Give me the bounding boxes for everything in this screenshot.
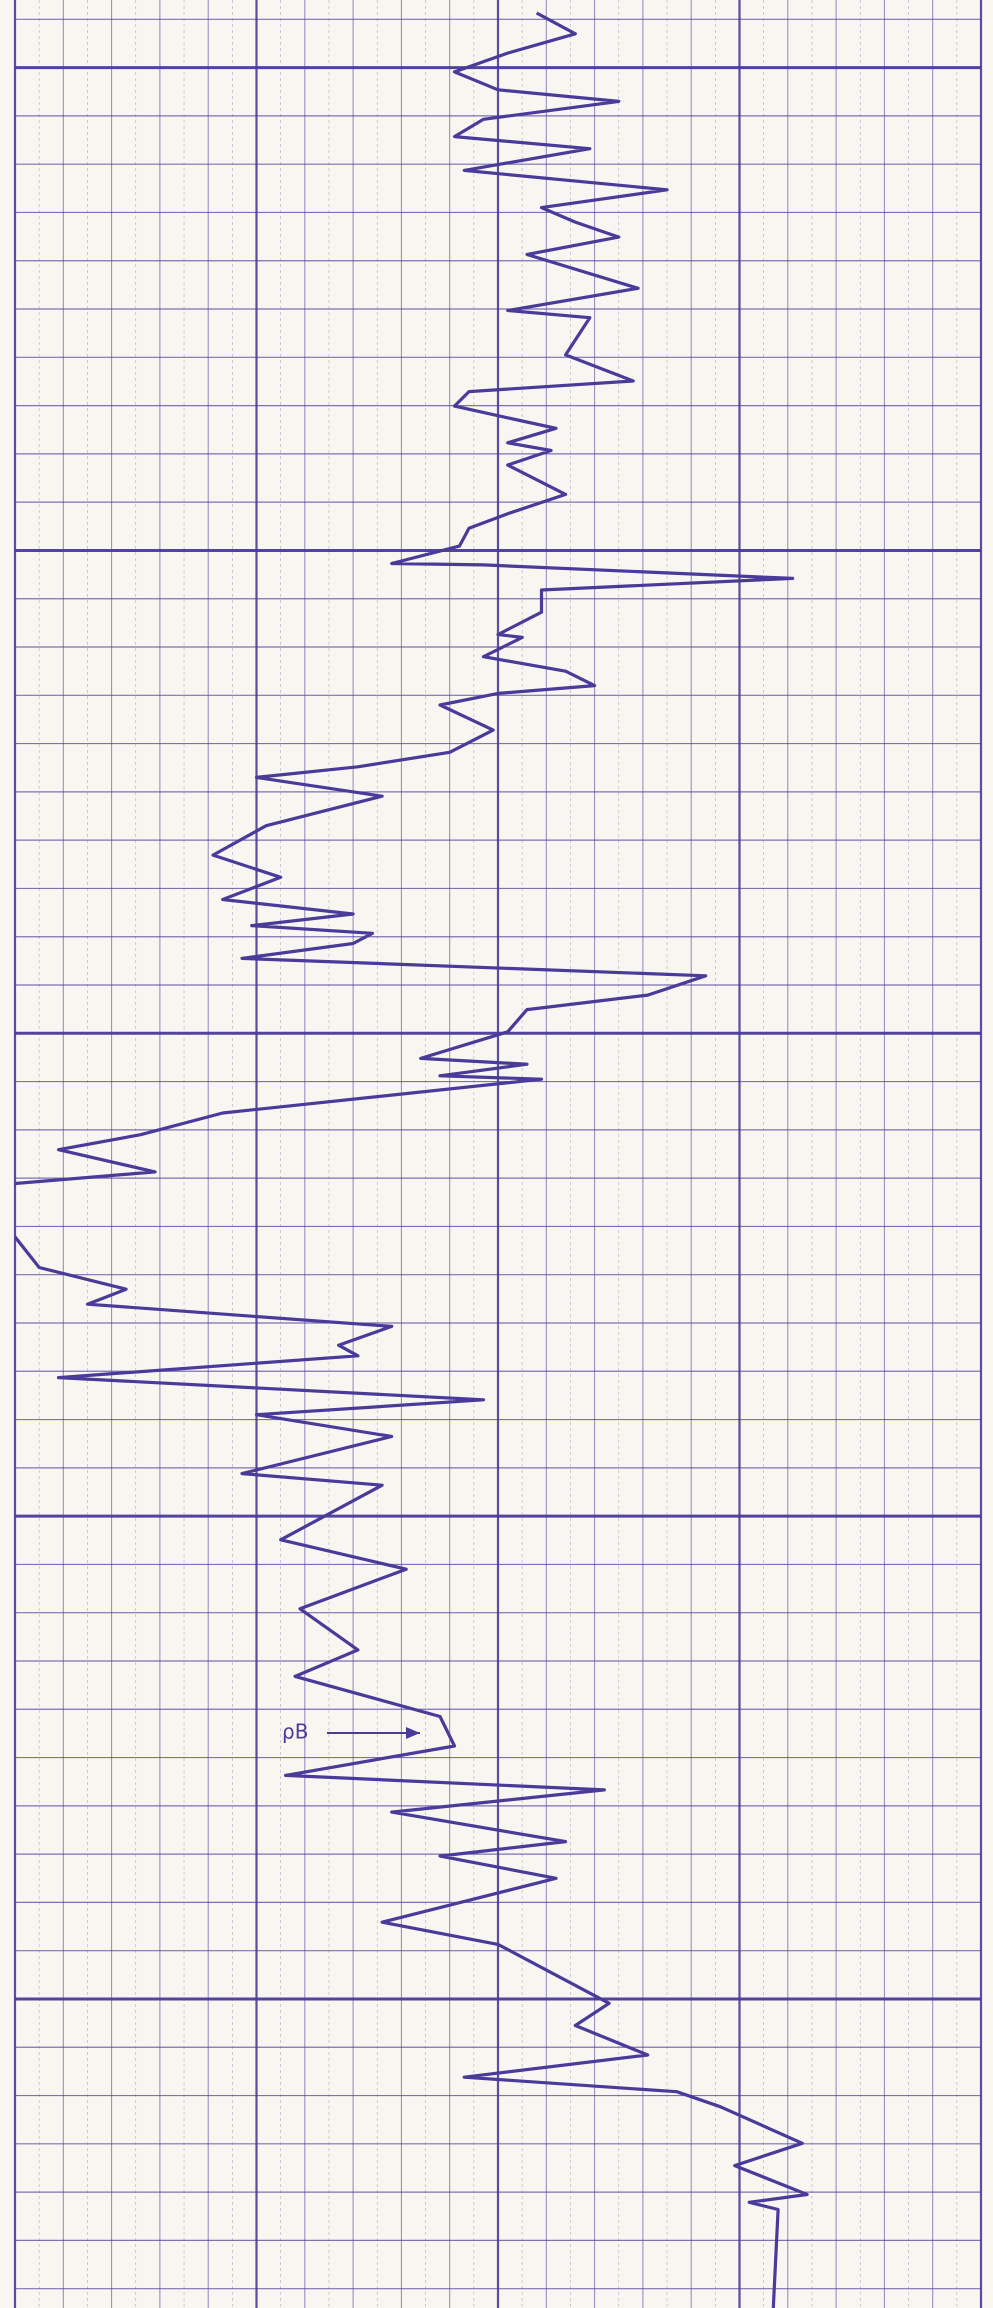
grid <box>13 0 983 2308</box>
annotation: ρB <box>282 1720 308 1744</box>
log-curve <box>15 11 809 2308</box>
arrow-head <box>406 1727 420 1739</box>
